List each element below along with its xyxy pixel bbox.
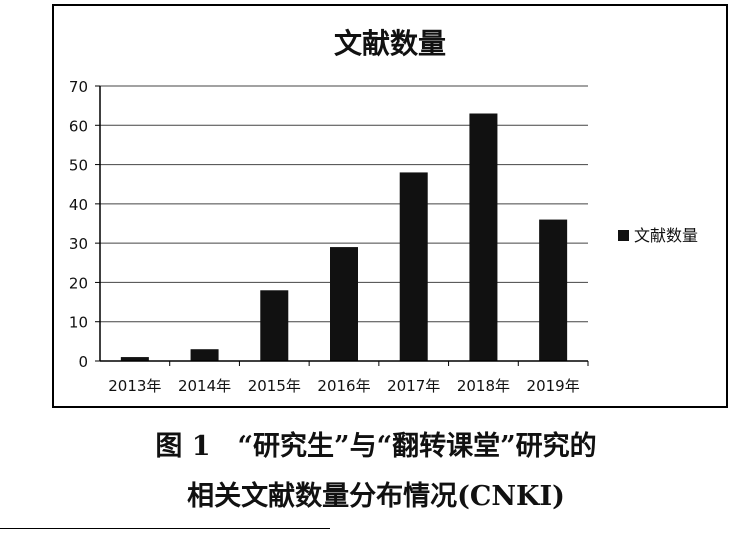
y-tick-labels: 0 10 20 30 40 50 60 70: [69, 78, 88, 371]
bar: [399, 172, 428, 361]
legend-label: 文献数量: [634, 226, 698, 245]
x-tick-label: 2018年: [457, 377, 510, 395]
x-tick-label: 2014年: [178, 377, 231, 395]
bar: [120, 357, 149, 361]
bar: [469, 113, 498, 361]
legend: 文献数量: [618, 226, 698, 245]
y-tick-label: 60: [69, 117, 88, 135]
gridlines: [100, 85, 588, 323]
bar: [539, 219, 568, 361]
x-tick-label: 2016年: [317, 377, 370, 395]
y-tick-label: 0: [78, 353, 88, 371]
bar-chart: 0 10 20 30 40 50 60 70 2013年 2014年 2015年 2016年 2017…: [69, 27, 698, 395]
chart-title: 文献数量: [334, 27, 446, 60]
y-tick-label: 70: [69, 78, 88, 96]
bar: [260, 290, 289, 361]
x-tick-label: 2017年: [387, 377, 440, 395]
chart-frame: [52, 4, 728, 408]
x-tick-label: 2013年: [108, 377, 161, 395]
bars: [120, 113, 568, 361]
footnote-divider: [0, 528, 330, 529]
axes: [95, 85, 589, 366]
y-tick-label: 20: [69, 274, 88, 292]
y-tick-label: 50: [69, 157, 88, 175]
x-tick-labels: 2013年 2014年 2015年 2016年 2017年 2018年 2019年: [108, 377, 579, 395]
bar: [190, 349, 219, 361]
legend-swatch: [618, 230, 629, 241]
y-tick-label: 10: [69, 314, 88, 332]
x-tick-label: 2019年: [527, 377, 580, 395]
figure-caption-line-1: 图 1 “研究生”与“翻转课堂”研究的: [155, 431, 597, 462]
x-tick-label: 2015年: [248, 377, 301, 395]
figure-caption-line-2: 相关文献数量分布情况(CNKI): [187, 481, 565, 512]
bar: [330, 247, 358, 361]
y-tick-label: 40: [69, 196, 88, 214]
y-tick-label: 30: [69, 235, 88, 253]
